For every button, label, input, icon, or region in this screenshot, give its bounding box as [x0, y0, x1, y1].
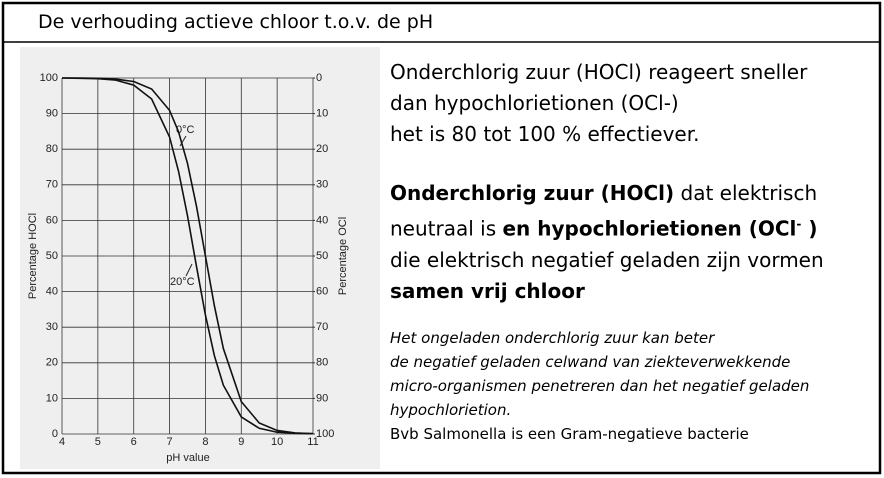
y2-tick-label: 80 — [316, 357, 328, 369]
data-line — [62, 77, 314, 435]
y2-tick-label: 30 — [316, 179, 328, 191]
y2-tick-label: 100 — [316, 428, 334, 440]
x-tick-label: 10 — [271, 436, 283, 448]
text-line: die elektrisch negatief geladen zijn vor… — [390, 245, 824, 276]
text-block: Onderchlorig zuur (HOCl) reageert snelle… — [390, 57, 807, 150]
x-tick-label: 9 — [238, 436, 244, 448]
y-tick-label: 50 — [46, 250, 58, 262]
text-run: samen vrij chloor — [390, 278, 585, 303]
text-run: neutraal is — [390, 216, 503, 241]
y-tick-label: 10 — [46, 392, 58, 404]
y-axis-label: Percentage HOCl — [27, 213, 39, 299]
text-run: Het ongeladen onderchlorig zuur kan bete… — [390, 329, 715, 347]
y2-tick-label: 10 — [316, 108, 328, 120]
data-line — [61, 77, 314, 435]
annotation-arrow — [179, 135, 187, 147]
x-tick-label: 6 — [131, 436, 137, 448]
y-tick-label: 80 — [46, 143, 58, 155]
text-block: Het ongeladen onderchlorig zuur kan bete… — [390, 326, 809, 446]
y2-tick-label: 90 — [316, 392, 328, 404]
text-run: dat elektrisch — [674, 181, 818, 205]
x-tick-label: 8 — [202, 436, 208, 448]
text-block: Onderchlorig zuur (HOCl) dat elektrisch n… — [390, 178, 824, 307]
text-line: Onderchlorig zuur (HOCl) dat elektrisch — [390, 178, 824, 209]
text-run: hypochlorietion. — [390, 401, 512, 419]
y2-tick-label: 40 — [316, 214, 328, 226]
y-tick-label: 20 — [46, 357, 58, 369]
y2-tick-label: 50 — [316, 250, 328, 262]
annotation: 0°C — [176, 124, 195, 136]
text-run: de negatief geladen celwand van ziekteve… — [390, 353, 791, 371]
y-tick-label: 40 — [46, 286, 58, 298]
y2-axis-label: Percentage OCl — [337, 217, 349, 295]
text-line: Het ongeladen onderchlorig zuur kan bete… — [390, 326, 809, 350]
y-tick-label: 100 — [40, 72, 58, 84]
text-run: micro-organismen penetreren dan het nega… — [390, 377, 810, 395]
text-line: Onderchlorig zuur (HOCl) reageert snelle… — [390, 57, 807, 88]
text-run: ) — [801, 216, 818, 241]
x-tick-label: 7 — [167, 436, 173, 448]
y-tick-label: 90 — [46, 108, 58, 120]
text-line: dan hypochlorietionen (OCl-) — [390, 88, 807, 119]
text-line: Bvb Salmonella is een Gram-negatieve bac… — [390, 422, 809, 446]
y-tick-label: 60 — [46, 214, 58, 226]
page-title: De verhouding actieve chloor t.o.v. de p… — [38, 11, 434, 33]
text-run: Onderchlorig zuur (HOCl) — [390, 181, 675, 205]
y2-tick-label: 70 — [316, 321, 328, 333]
annotation-arrow — [185, 263, 193, 277]
text-run: dan hypochlorietionen (OCl-) — [390, 91, 679, 115]
text-run: - — [796, 217, 802, 231]
x-tick-label: 11 — [307, 436, 318, 448]
text-line: micro-organismen penetreren dan het nega… — [390, 374, 809, 398]
text-run: en hypochlorietionen (OCl — [502, 216, 797, 241]
text-line: het is 80 tot 100 % effectiever. — [390, 119, 807, 150]
x-tick-label: 4 — [59, 436, 65, 448]
x-axis-label: pH value — [166, 452, 209, 464]
x-tick-label: 5 — [95, 436, 101, 448]
y-tick-label: 0 — [52, 428, 58, 440]
text-line: neutraal is en hypochlorietionen (OCl- ) — [390, 209, 824, 245]
text-run: die elektrisch negatief geladen zijn vor… — [390, 247, 824, 272]
text-line: de negatief geladen celwand van ziekteve… — [390, 350, 809, 374]
text-run: Bvb Salmonella is een Gram-negatieve bac… — [390, 425, 749, 443]
y2-tick-label: 60 — [316, 286, 328, 298]
y2-tick-label: 0 — [316, 72, 322, 84]
y-tick-label: 70 — [46, 179, 58, 191]
annotation: 20°C — [170, 276, 195, 288]
text-line: hypochlorietion. — [390, 398, 809, 422]
text-run: Onderchlorig zuur (HOCl) reageert snelle… — [390, 60, 808, 84]
text-line: samen vrij chloor — [390, 276, 824, 307]
y2-tick-label: 20 — [316, 143, 328, 155]
y-tick-label: 30 — [46, 321, 58, 333]
text-run: het is 80 tot 100 % effectiever. — [390, 122, 700, 146]
